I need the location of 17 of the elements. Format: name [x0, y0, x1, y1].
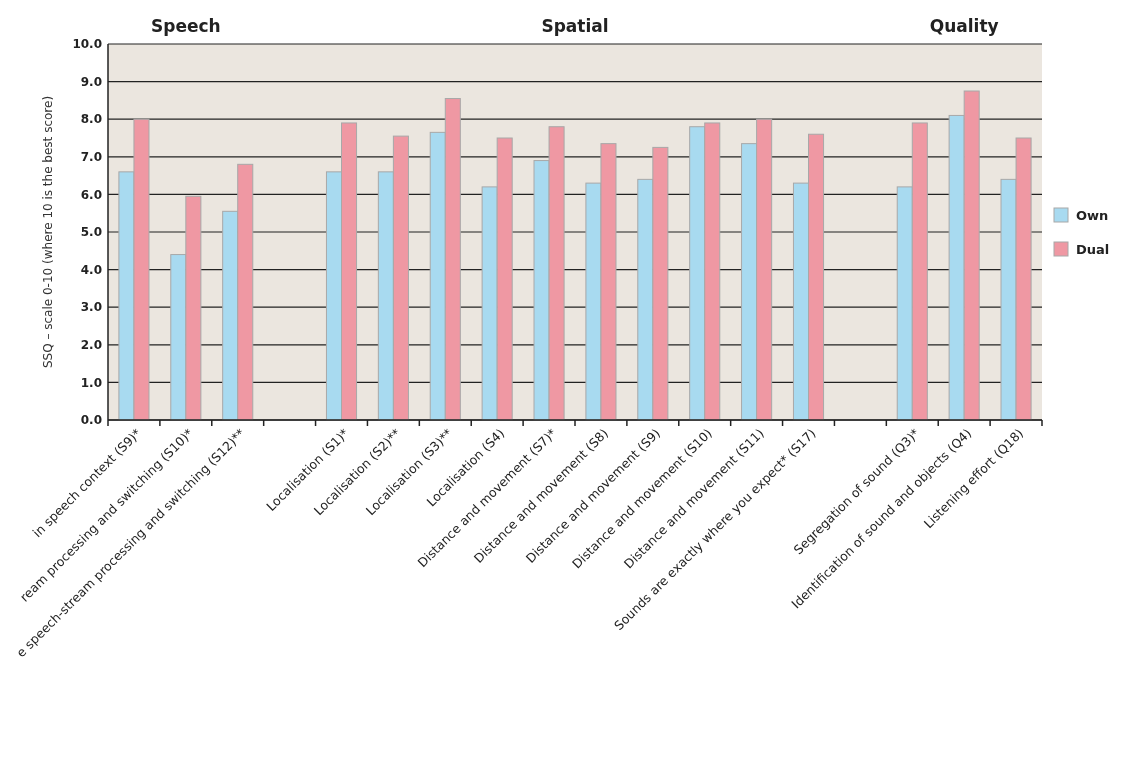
y-tick-label: 8.0: [80, 112, 102, 127]
legend-label: Dual: [1076, 241, 1110, 257]
y-tick-label: 0.0: [80, 413, 102, 428]
text: Spatial: [541, 16, 609, 36]
y-tick-label: 3.0: [80, 300, 102, 315]
y-tick-label: 10.0: [72, 37, 102, 52]
y-tick-label: 9.0: [80, 74, 102, 89]
text: Quality: [929, 16, 999, 36]
y-axis-title: SSQ – scale 0-10 (where 10 is the best score): [41, 95, 55, 369]
text: Speech: [151, 16, 221, 36]
y-tick-label: 2.0: [80, 338, 102, 352]
y-tick-label: 4.0: [80, 262, 102, 277]
y-tick-label: 7.0: [80, 150, 102, 164]
y-tick-label: 6.0: [80, 187, 102, 202]
y-tick-label: 5.0: [80, 225, 102, 240]
legend-label: Own: [1076, 207, 1109, 223]
y-tick-label: 1.0: [80, 375, 102, 390]
